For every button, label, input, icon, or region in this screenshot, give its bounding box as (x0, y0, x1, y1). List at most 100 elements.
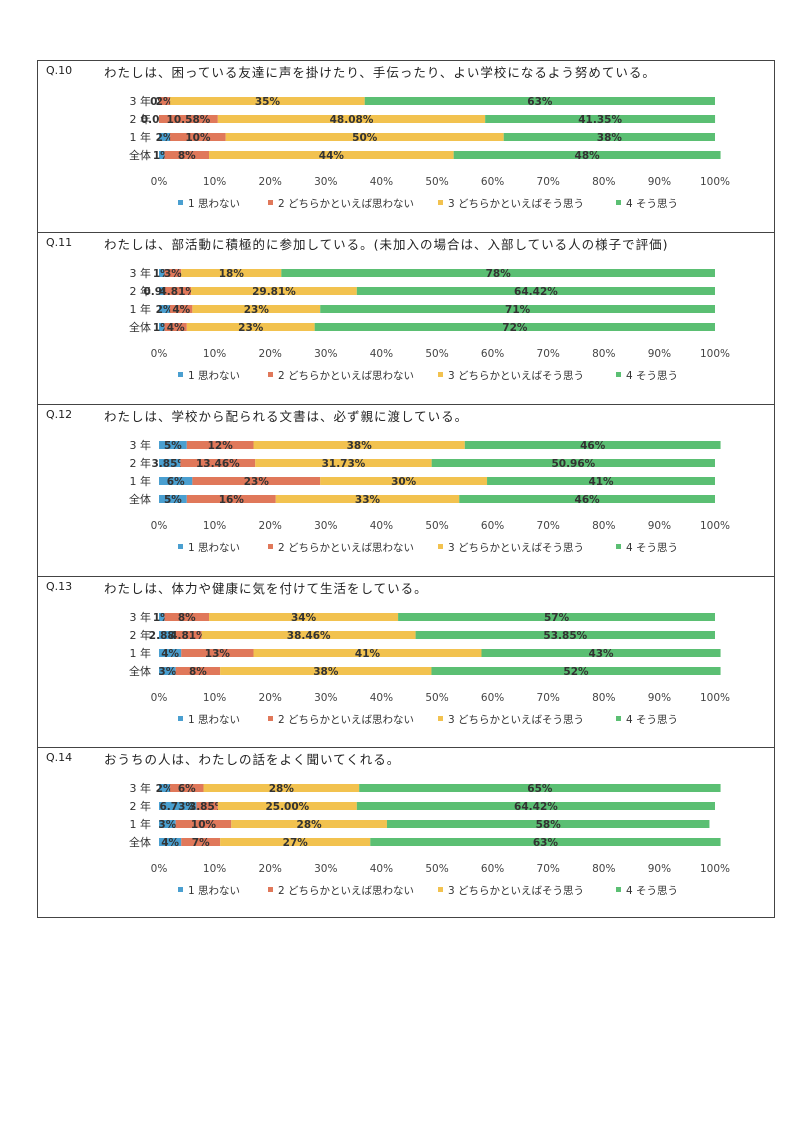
data-label: 33% (355, 494, 381, 506)
bar-segment (356, 802, 715, 810)
bar-segment (159, 649, 182, 657)
legend-swatch (268, 544, 273, 549)
data-label: 43% (588, 648, 614, 660)
legend-label: 4 そう思う (626, 542, 678, 554)
category-label: 3 年 (130, 94, 152, 108)
data-label: 10.58% (167, 114, 211, 126)
x-tick-label: 20% (259, 863, 282, 875)
legend-swatch (268, 716, 273, 721)
data-label: 3% (164, 268, 182, 280)
bar-segment (201, 631, 416, 639)
bar-segment (159, 441, 187, 449)
bar-segment (217, 802, 357, 810)
data-label: 12% (208, 440, 234, 452)
bar-segment (159, 838, 182, 846)
legend-label: 1 思わない (188, 714, 240, 726)
bar-segment (159, 667, 176, 675)
data-label: 4.81% (170, 630, 207, 642)
data-label: 58% (536, 819, 562, 831)
category-label: 1 年 (130, 130, 152, 144)
data-label: 23% (244, 476, 270, 488)
data-label: 2% (156, 783, 174, 795)
bar-segment (175, 820, 232, 828)
x-tick-label: 100% (700, 863, 730, 875)
data-label: 28% (269, 783, 295, 795)
bar-segment (181, 649, 254, 657)
data-label: 3% (158, 819, 176, 831)
bar-segment (159, 323, 165, 331)
data-label: 5% (164, 494, 182, 506)
data-label: 10% (185, 132, 211, 144)
x-tick-label: 60% (481, 348, 504, 360)
x-tick-label: 30% (314, 348, 337, 360)
bar-segment (487, 477, 715, 485)
x-tick-label: 0% (151, 176, 168, 188)
x-tick-label: 0% (151, 520, 168, 532)
question-text: わたしは、学校から配られる文書は、必ず親に渡している。 (104, 409, 469, 424)
x-tick-label: 0% (151, 863, 168, 875)
x-tick-label: 30% (314, 520, 337, 532)
x-tick-label: 60% (481, 176, 504, 188)
bar-segment (164, 613, 210, 621)
bar-segment (281, 269, 715, 277)
x-tick-label: 10% (203, 176, 226, 188)
legend-swatch (616, 887, 621, 892)
legend-swatch (438, 372, 443, 377)
data-label: 63% (527, 96, 553, 108)
bar-segment (159, 269, 165, 277)
data-label: 4% (172, 304, 190, 316)
data-label: 8% (178, 150, 196, 162)
bar-segment (481, 649, 721, 657)
category-label: 1 年 (130, 474, 152, 488)
x-tick-label: 100% (700, 176, 730, 188)
category-label: 全体 (129, 320, 151, 334)
x-tick-label: 20% (259, 176, 282, 188)
stacked-bar-chart-q14: 3 年 2% 6% 28% 65% 2 年 6.73%3.85% 25.00% 64.42% 1 … (129, 781, 730, 897)
chart-panel-q14: Q.14 おうちの人は、わたしの話をよく聞いてくれる。 3 年 2% 6% 28% 65… (37, 747, 775, 918)
x-tick-label: 40% (370, 692, 393, 704)
data-label: 64.42% (514, 801, 558, 813)
category-label: 1 年 (130, 817, 152, 831)
data-label: 63% (533, 837, 559, 849)
data-label: 71% (505, 304, 531, 316)
data-label: 6% (178, 783, 196, 795)
data-label: 34% (291, 612, 317, 624)
data-label: 53.85% (543, 630, 587, 642)
bar-segment (159, 459, 181, 467)
data-label: 27% (283, 837, 309, 849)
x-tick-label: 20% (259, 520, 282, 532)
bar-segment (209, 151, 454, 159)
category-label: 全体 (129, 664, 151, 678)
bar-segment (170, 784, 204, 792)
bar-segment (159, 305, 171, 313)
bar-segment (320, 305, 715, 313)
x-tick-label: 20% (259, 348, 282, 360)
x-tick-label: 80% (592, 692, 615, 704)
question-number: Q.10 (46, 64, 73, 77)
bar-segment (192, 305, 321, 313)
data-label: 2% (156, 96, 174, 108)
data-label: 48% (575, 150, 601, 162)
data-label: 64.42% (514, 286, 558, 298)
x-tick-label: 70% (537, 176, 560, 188)
bar-segment (220, 667, 432, 675)
x-tick-label: 100% (700, 520, 730, 532)
data-label: 35% (255, 96, 281, 108)
bar-segment (164, 269, 182, 277)
category-label: 1 年 (130, 302, 152, 316)
x-tick-label: 0% (151, 348, 168, 360)
bar-segment (164, 151, 210, 159)
question-number: Q.11 (46, 236, 73, 249)
bar-segment (503, 133, 715, 141)
bar-segment (255, 459, 432, 467)
data-label: 5% (164, 440, 182, 452)
data-label: 3% (158, 666, 176, 678)
x-tick-label: 30% (314, 176, 337, 188)
category-label: 2 年 (130, 284, 152, 298)
stacked-bar-chart-q13: 3 年 1% 8% 34% 57%2 年2.88%4.81% 38.46% 53.85%1 … (129, 610, 730, 726)
legend-swatch (438, 887, 443, 892)
legend-label: 3 どちらかといえばそう思う (448, 198, 584, 210)
bar-segment (159, 495, 187, 503)
data-label: 10% (191, 819, 217, 831)
legend-swatch (438, 544, 443, 549)
